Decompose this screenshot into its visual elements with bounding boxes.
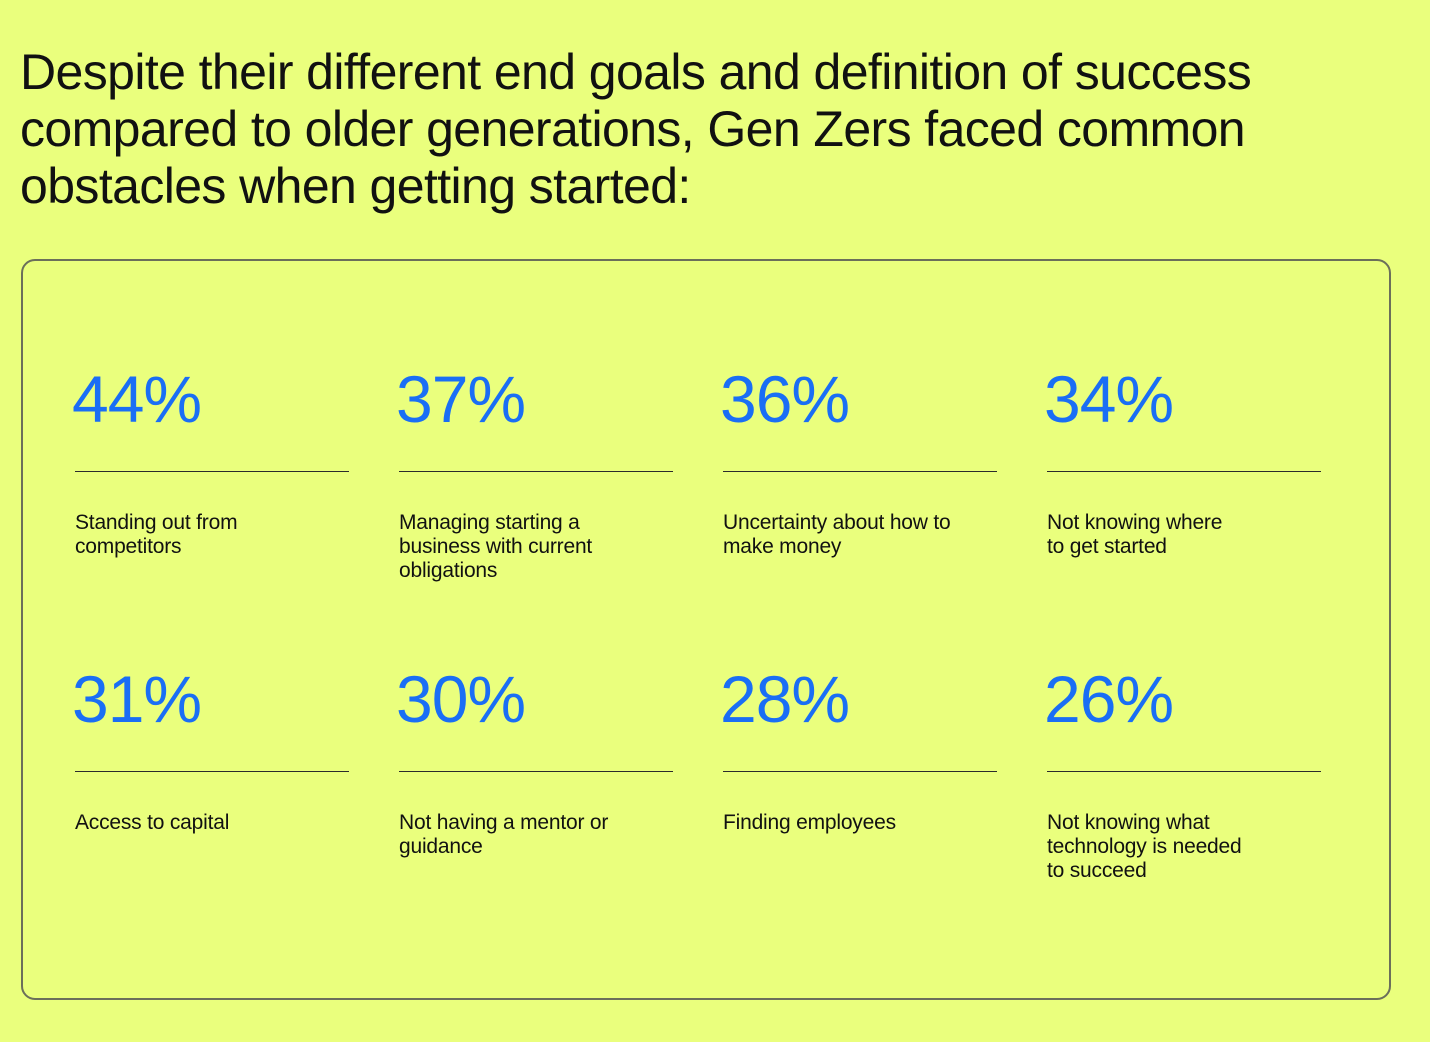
stat-card: 34% Not knowing where to get started (1044, 359, 1321, 659)
stat-card: 30% Not having a mentor or guidance (396, 659, 673, 959)
stat-label: Finding employees (723, 811, 997, 835)
stat-label-line: technology is needed (1047, 835, 1242, 858)
stats-grid: 44% Standing out from competitors 37% Ma… (72, 359, 1321, 959)
stat-value: 36% (720, 362, 850, 436)
stat-divider (1047, 771, 1321, 772)
stat-label: Not knowing where to get started (1047, 511, 1321, 559)
stat-value: 31% (72, 662, 202, 736)
stat-label-line: Access to capital (75, 811, 230, 834)
stat-label-line: Standing out from (75, 511, 238, 534)
stat-label-line: Not knowing what (1047, 811, 1210, 834)
stat-label-line: obligations (399, 559, 498, 582)
stat-label: Access to capital (75, 811, 349, 835)
stat-label-line: to get started (1047, 535, 1167, 558)
stat-value: 26% (1044, 662, 1174, 736)
stat-card: 36% Uncertainty about how to make money (720, 359, 997, 659)
headline-line: obstacles when getting started: (20, 158, 691, 214)
stat-label-line: Managing starting a (399, 511, 580, 534)
stat-divider (1047, 471, 1321, 472)
stat-value: 30% (396, 662, 526, 736)
stat-label: Managing starting a business with curren… (399, 511, 673, 583)
stat-label-line: competitors (75, 535, 182, 558)
stat-label-line: Uncertainty about how to (723, 511, 951, 534)
stat-card: 26% Not knowing what technology is neede… (1044, 659, 1321, 959)
stat-value: 44% (72, 362, 202, 436)
stat-card: 31% Access to capital (72, 659, 349, 959)
stat-divider (75, 771, 349, 772)
stat-value: 37% (396, 362, 526, 436)
headline-line: compared to older generations, Gen Zers … (20, 101, 1246, 157)
stat-card: 37% Managing starting a business with cu… (396, 359, 673, 659)
stat-label-line: Not knowing where (1047, 511, 1223, 534)
headline: Despite their different end goals and de… (20, 44, 1360, 215)
stats-panel: 44% Standing out from competitors 37% Ma… (21, 259, 1391, 1000)
stat-value: 34% (1044, 362, 1174, 436)
stat-divider (75, 471, 349, 472)
stat-label: Uncertainty about how to make money (723, 511, 997, 559)
stat-label-line: business with current (399, 535, 593, 558)
stat-label-line: guidance (399, 835, 483, 858)
stat-card: 28% Finding employees (720, 659, 997, 959)
stat-divider (723, 471, 997, 472)
stat-label: Not having a mentor or guidance (399, 811, 673, 859)
stat-label: Not knowing what technology is needed to… (1047, 811, 1321, 883)
stat-label-line: Not having a mentor or (399, 811, 609, 834)
headline-line: Despite their different end goals and de… (20, 44, 1252, 100)
stat-value: 28% (720, 662, 850, 736)
stat-label-line: make money (723, 535, 842, 558)
stat-divider (399, 471, 673, 472)
stat-card: 44% Standing out from competitors (72, 359, 349, 659)
stat-label-line: to succeed (1047, 859, 1147, 882)
stat-label: Standing out from competitors (75, 511, 349, 559)
stat-divider (723, 771, 997, 772)
stat-label-line: Finding employees (723, 811, 896, 834)
stat-divider (399, 771, 673, 772)
